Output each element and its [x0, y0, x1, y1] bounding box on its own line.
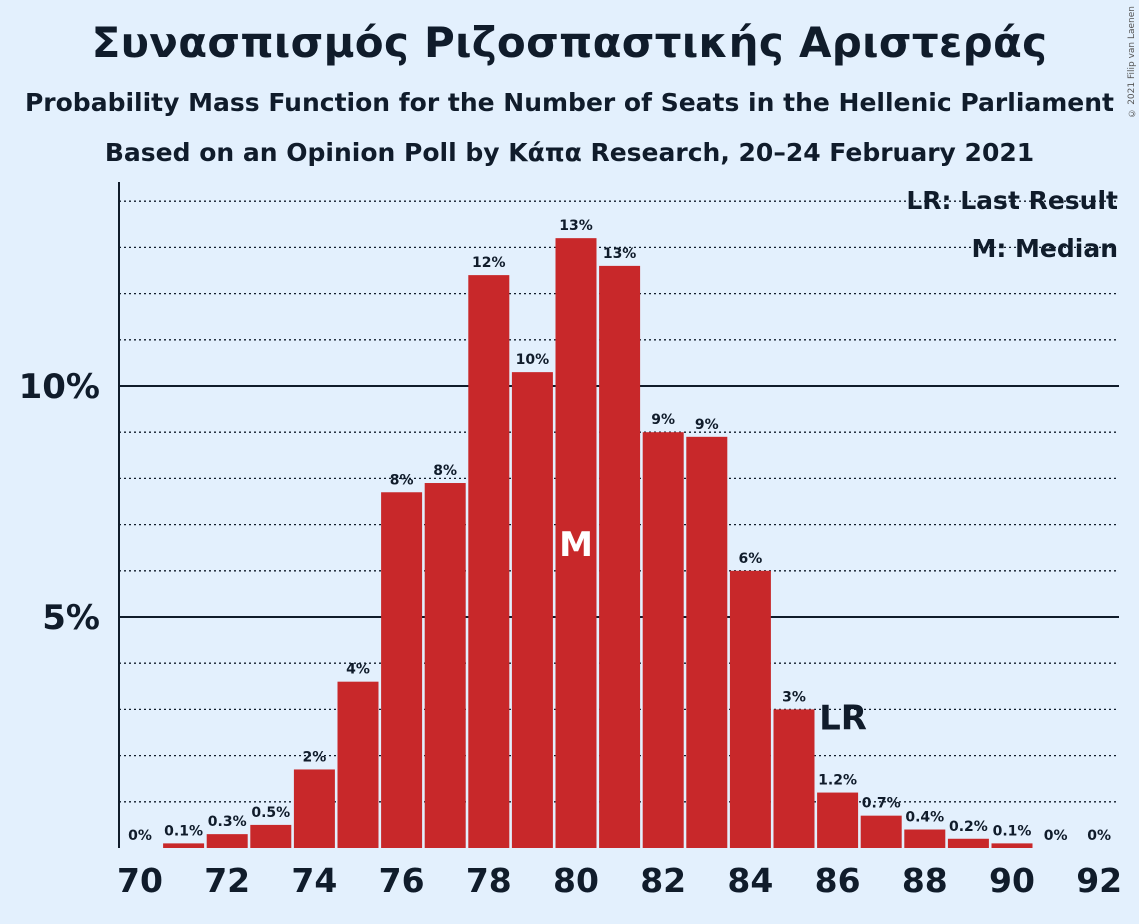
bar-label-83: 9%: [695, 417, 719, 433]
last-result-marker: LR: [819, 698, 867, 738]
bar-label-72: 0.3%: [208, 814, 247, 830]
bar-89: [947, 838, 989, 848]
bar-80: [555, 238, 597, 848]
x-tick-label: 78: [466, 861, 512, 900]
bar-label-76: 8%: [390, 472, 414, 488]
bar-81: [599, 265, 641, 848]
y-tick-label: 10%: [19, 367, 100, 407]
x-tick-label: 70: [117, 861, 163, 900]
bar-label-78: 12%: [472, 255, 506, 271]
x-tick-label: 76: [379, 861, 425, 900]
bar-90: [991, 843, 1033, 848]
bar-label-75: 4%: [346, 662, 370, 678]
x-tick-label: 72: [204, 861, 250, 900]
bar-87: [860, 815, 902, 848]
x-tick-label: 92: [1076, 861, 1122, 900]
bar-73: [250, 824, 292, 848]
bar-label-90: 0.1%: [993, 823, 1032, 839]
bar-label-85: 3%: [782, 689, 806, 705]
legend-median: M: Median: [971, 234, 1118, 263]
x-tick-label: 80: [553, 861, 599, 900]
x-tick-label: 88: [902, 861, 948, 900]
bar-74: [293, 769, 335, 848]
bar-label-84: 6%: [739, 551, 763, 567]
bar-79: [511, 372, 553, 848]
bar-label-79: 10%: [516, 352, 550, 368]
bar-75: [337, 681, 379, 848]
median-marker: M: [559, 525, 593, 565]
x-tick-label: 82: [640, 861, 686, 900]
x-tick-label: 84: [727, 861, 773, 900]
y-tick-label: 5%: [42, 598, 100, 638]
x-tick-label: 86: [815, 861, 861, 900]
bar-label-73: 0.5%: [251, 805, 290, 821]
bar-78: [468, 275, 510, 848]
bar-83: [686, 436, 728, 848]
axes: 5% 10% 70 72 74 76 78 80 82 84 86 88 90 92: [19, 182, 1122, 900]
bar-77: [424, 483, 466, 848]
x-tick-label: 90: [989, 861, 1035, 900]
bar-label-86: 1.2%: [818, 773, 857, 789]
bar-88: [904, 829, 946, 848]
bar-85: [773, 709, 815, 848]
bar-86: [817, 792, 859, 848]
x-tick-label: 74: [291, 861, 337, 900]
bar-label-74: 2%: [303, 749, 327, 765]
bars: 0% 0.1% 0.3%0.5% 2% 4% 8% 8% 12% 10% 13% 13% 9% 9% 6%…: [128, 218, 1111, 848]
bar-label-87: 0.7%: [862, 796, 901, 812]
bar-label-80: 13%: [559, 218, 593, 234]
bar-label-70: 0%: [128, 828, 152, 844]
bar-label-88: 0.4%: [905, 810, 944, 826]
bar-label-92: 0%: [1087, 828, 1111, 844]
bar-72: [206, 834, 248, 848]
bar-71: [163, 843, 205, 848]
bar-label-81: 13%: [603, 246, 637, 262]
bar-label-89: 0.2%: [949, 819, 988, 835]
chart-title: Συνασπισμός Ριζοσπαστικής Αριστεράς: [91, 18, 1048, 67]
chart-subtitle: Probability Mass Function for the Number…: [24, 88, 1115, 117]
bar-label-82: 9%: [651, 412, 675, 428]
bar-label-71: 0.1%: [164, 823, 203, 839]
bar-label-77: 8%: [433, 463, 457, 479]
chart-source: Based on an Opinion Poll by Κάπα Researc…: [104, 138, 1035, 167]
bar-84: [729, 570, 771, 848]
bar-76: [381, 492, 423, 848]
bar-82: [642, 432, 684, 848]
bar-label-91: 0%: [1044, 828, 1068, 844]
legend-last-result: LR: Last Result: [906, 186, 1118, 215]
